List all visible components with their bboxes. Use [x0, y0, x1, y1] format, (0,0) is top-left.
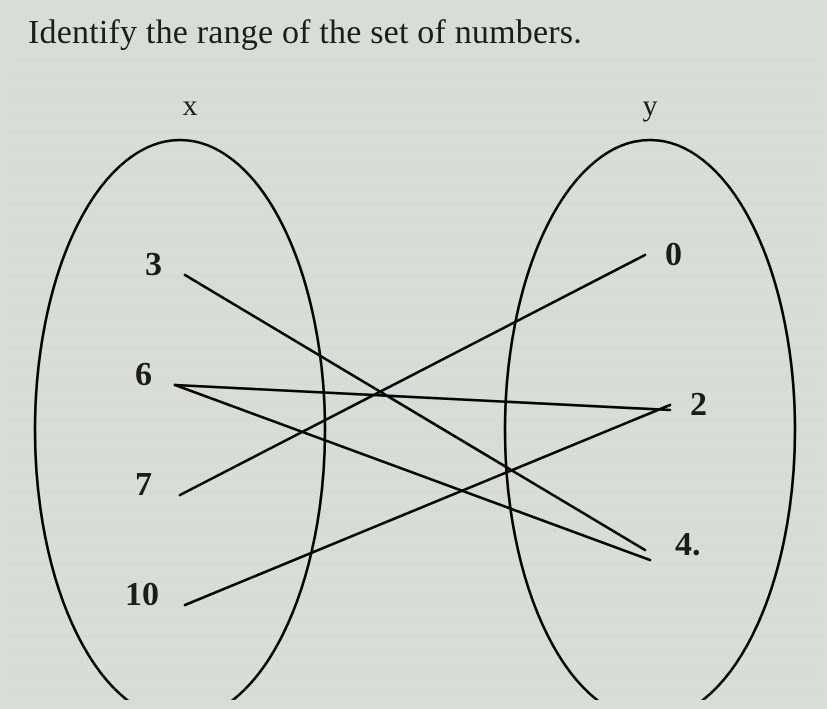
range-value-2: 4. [675, 526, 701, 563]
range-label: y [643, 89, 658, 122]
domain-label: x [183, 89, 198, 122]
domain-value-1: 6 [135, 356, 152, 393]
mapping-diagram: x y 3 6 7 10 0 2 4. [10, 60, 820, 700]
page-root: Identify the range of the set of numbers… [0, 0, 827, 709]
range-value-0: 0 [665, 236, 682, 273]
domain-value-2: 7 [135, 466, 152, 503]
range-value-1: 2 [690, 386, 707, 423]
mapping-diagram-svg: x y 3 6 7 10 0 2 4. [10, 60, 820, 700]
mapping-line-4 [185, 405, 670, 605]
domain-value-3: 10 [125, 576, 159, 613]
mapping-line-3 [180, 255, 645, 495]
domain-value-0: 3 [145, 246, 162, 283]
question-title: Identify the range of the set of numbers… [28, 14, 582, 52]
mapping-line-1 [175, 385, 670, 410]
